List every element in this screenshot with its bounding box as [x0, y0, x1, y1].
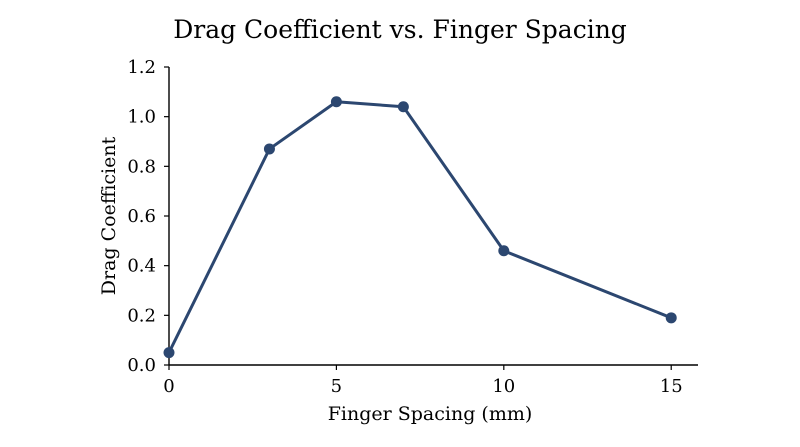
data-point [163, 347, 175, 359]
y-axis-label: Drag Coefficient [98, 136, 120, 295]
x-tick-label: 15 [660, 376, 683, 397]
y-tick-label: 0.4 [127, 256, 156, 277]
x-ticks: 0 5 10 15 [163, 365, 683, 397]
y-tick-label: 0.6 [127, 206, 156, 227]
y-tick-label: 1.0 [127, 107, 156, 128]
chart-title: Drag Coefficient vs. Finger Spacing [173, 15, 627, 44]
x-tick-label: 10 [492, 376, 515, 397]
y-tick-label: 0.2 [127, 305, 156, 326]
series-line [167, 100, 673, 355]
y-tick-label: 1.2 [127, 57, 156, 78]
y-tick-label: 0.8 [127, 156, 156, 177]
y-ticks: 0.0 0.2 0.4 0.6 0.8 1.0 1.2 [127, 57, 169, 376]
axes [168, 67, 698, 366]
data-point [665, 312, 677, 324]
y-tick-label: 0.0 [127, 355, 156, 376]
data-point [330, 96, 342, 108]
data-point [263, 143, 275, 155]
x-tick-label: 0 [163, 376, 174, 397]
data-point [397, 101, 409, 113]
x-axis-label: Finger Spacing (mm) [328, 403, 533, 425]
plot-series [163, 96, 677, 359]
x-tick-label: 5 [331, 376, 342, 397]
data-point [498, 245, 510, 257]
